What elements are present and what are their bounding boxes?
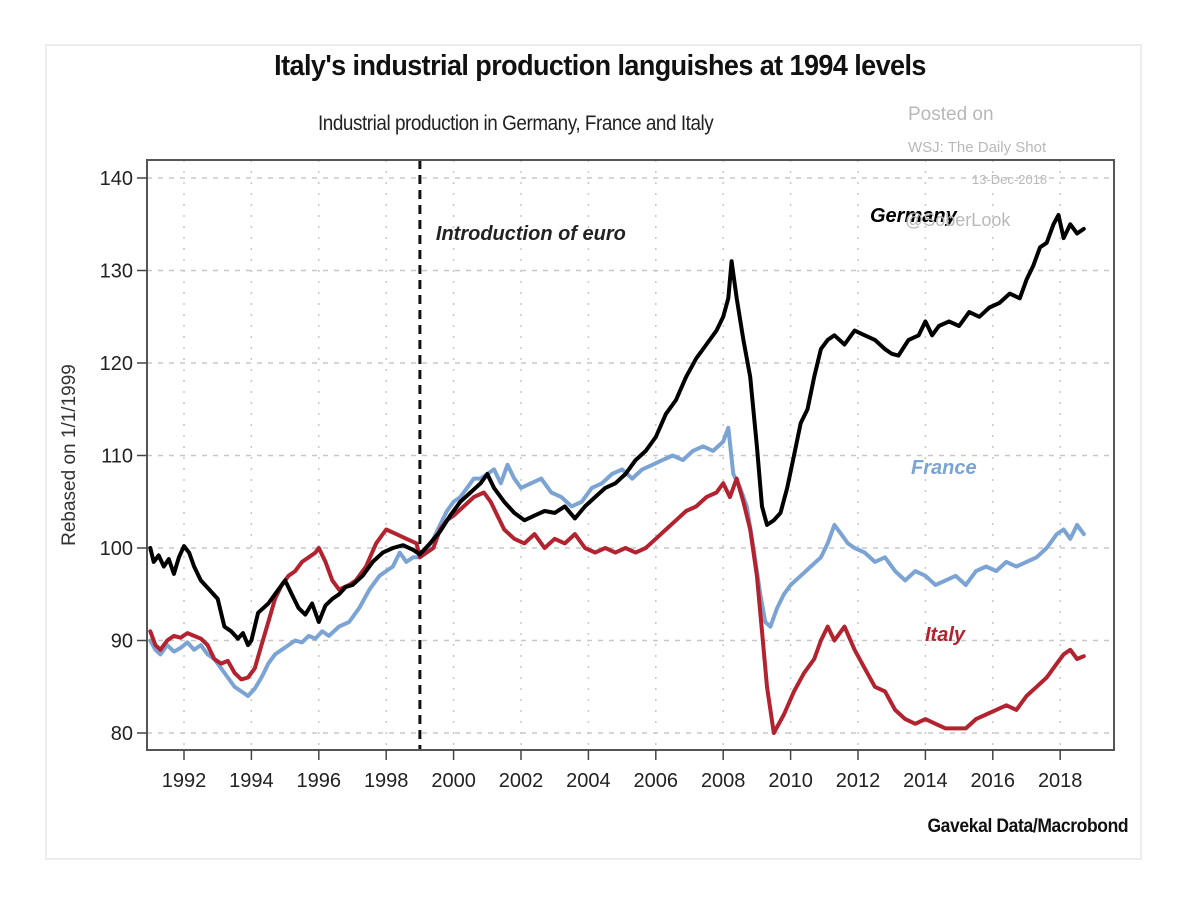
- series-line-france: [148, 425, 1086, 698]
- x-tick-label: 2002: [499, 770, 544, 792]
- x-axis: 1992 1994 1996 1998 2000 2002 2004 2006 2008 2010…: [162, 750, 1083, 792]
- series-line-italy: [148, 476, 1086, 735]
- y-tick-label: 120: [100, 353, 133, 375]
- y-tick-label: 140: [100, 168, 133, 190]
- y-tick-label: 100: [100, 538, 133, 560]
- watermark-posted-on: Posted on: [908, 104, 994, 125]
- grid: [147, 160, 1114, 750]
- y-axis: 80 90 100 110 120 130 140: [100, 168, 147, 745]
- x-tick-label: 2014: [903, 770, 948, 792]
- y-tick-label: 110: [101, 446, 133, 468]
- x-tick-label: 2010: [768, 770, 813, 792]
- series-label-france: France: [911, 457, 977, 479]
- watermark-publication: WSJ: The Daily Shot: [908, 139, 1047, 156]
- x-tick-label: 2008: [701, 770, 746, 792]
- x-tick-label: 1994: [229, 770, 274, 792]
- x-tick-label: 2012: [836, 770, 881, 792]
- x-tick-label: 1996: [297, 770, 342, 792]
- x-tick-label: 2016: [971, 770, 1016, 792]
- series-labels: Germany France Italy: [870, 205, 977, 646]
- x-tick-label: 2004: [566, 770, 611, 792]
- y-axis-label: Rebased on 1/1/1999: [59, 364, 80, 546]
- chart-title: Italy's industrial production languishes…: [274, 50, 926, 82]
- watermark-handle: @SoberLook: [905, 210, 1011, 230]
- watermark-date: 13-Dec-2018: [972, 172, 1048, 187]
- x-tick-label: 1992: [162, 770, 207, 792]
- x-tick-label: 2018: [1038, 770, 1083, 792]
- x-tick-label: 1998: [364, 770, 409, 792]
- series-line-germany: [148, 213, 1086, 648]
- y-tick-label: 80: [111, 723, 133, 745]
- series-lines: [148, 213, 1086, 735]
- series-label-italy: Italy: [925, 624, 966, 646]
- y-tick-label: 130: [100, 261, 133, 283]
- y-tick-label: 90: [111, 631, 133, 653]
- series-label-germany: Germany: [870, 205, 958, 227]
- source-credit: Gavekal Data/Macrobond: [927, 816, 1128, 837]
- x-tick-label: 2006: [634, 770, 679, 792]
- chart-card: [45, 44, 1142, 860]
- x-tick-label: 2000: [431, 770, 476, 792]
- chart-subtitle: Industrial production in Germany, France…: [318, 112, 714, 135]
- euro-annotation: Introduction of euro: [436, 223, 626, 245]
